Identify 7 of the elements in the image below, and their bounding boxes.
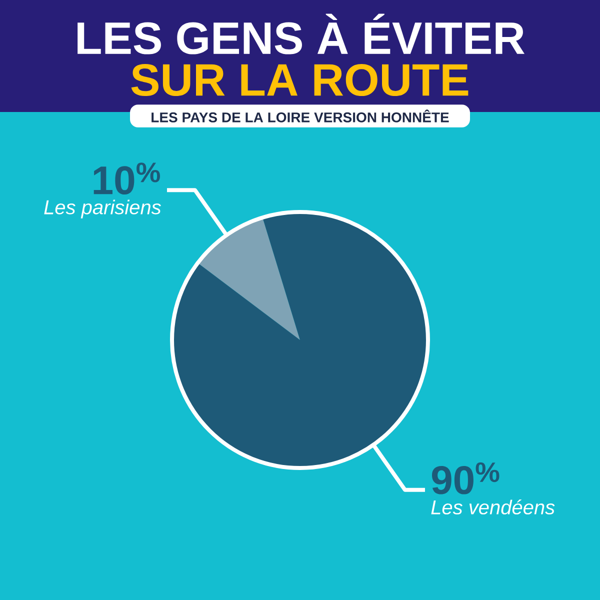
text: LES PAYS DE LA LOIRE VERSION HONNÊTE — [152, 110, 449, 122]
slice-label: Les vendéens — [431, 500, 555, 514]
slice-label: Les parisiens — [44, 200, 161, 218]
chart-title: LES GENS À ÉVITER — [78, 14, 525, 54]
data-label: 90$^{%}$ — [432, 462, 500, 494]
data-label: 10$^{%}$ — [94, 162, 160, 194]
chart-subtitle: SUR LA ROUTE — [131, 64, 468, 96]
